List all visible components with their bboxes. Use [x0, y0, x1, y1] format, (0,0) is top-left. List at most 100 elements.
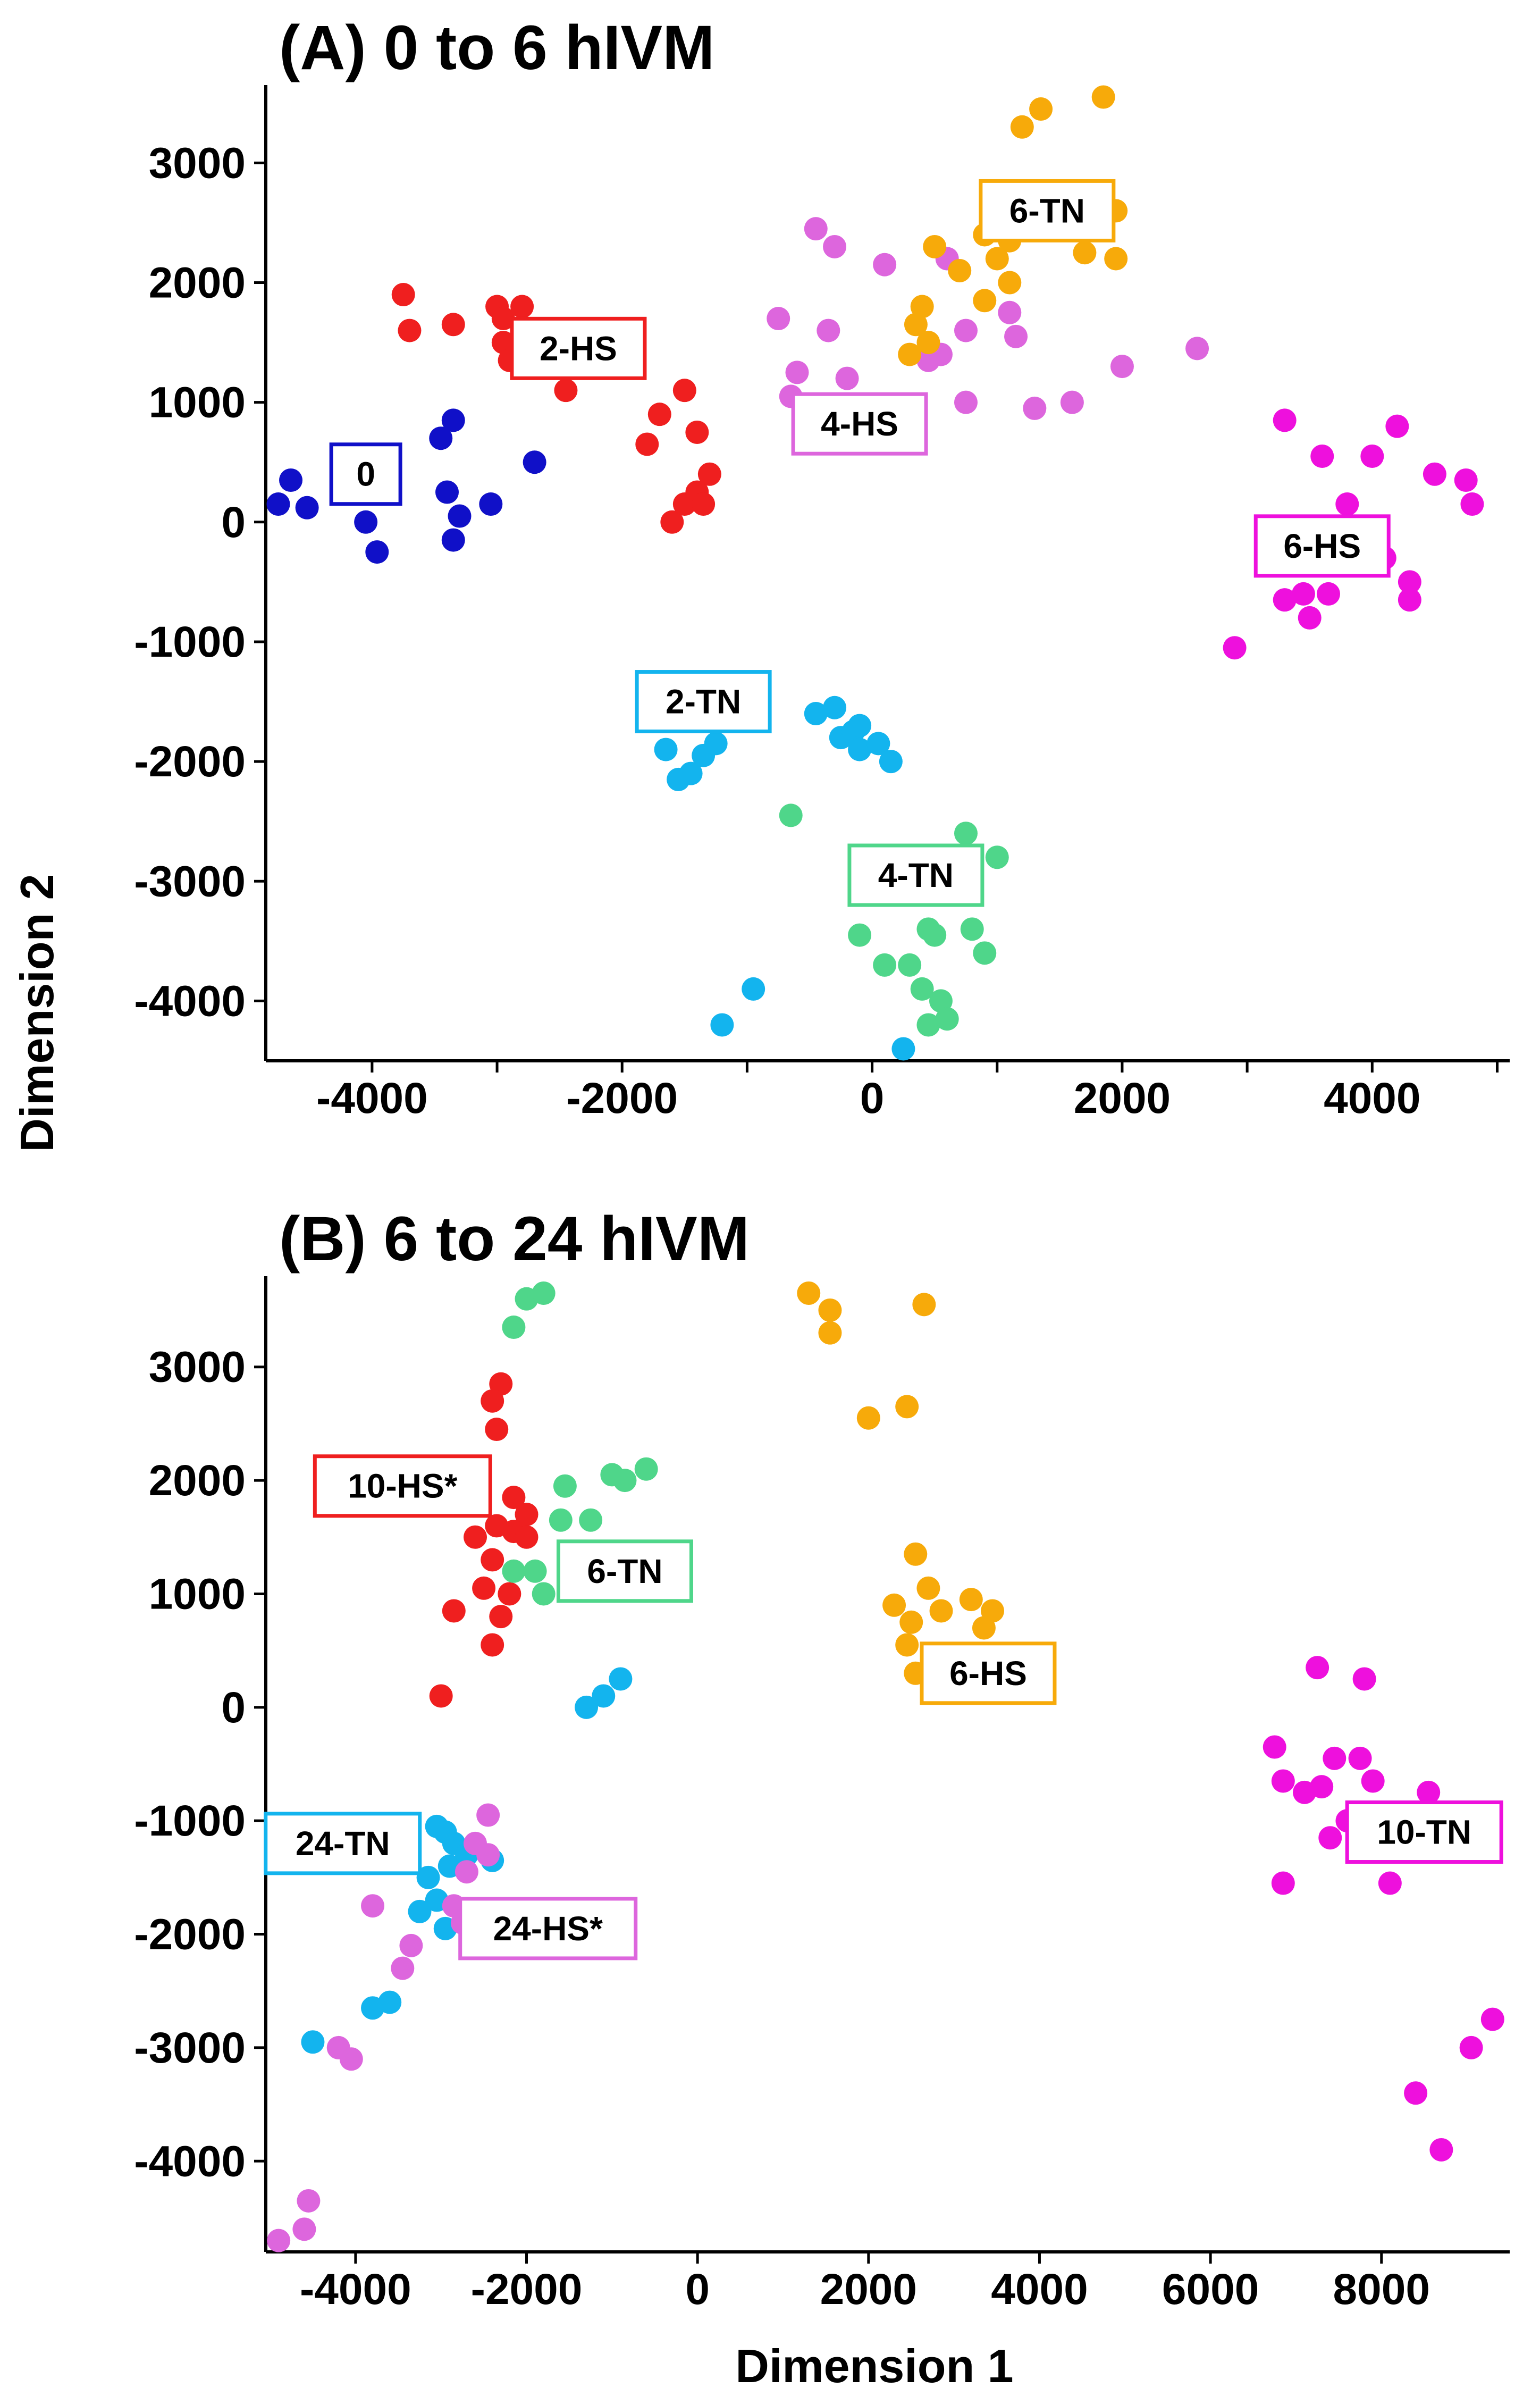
panel-a-point-4-tn — [910, 977, 934, 1001]
panel-a-point-4-tn — [898, 953, 922, 977]
panel-b-point-10-tn — [1361, 1769, 1385, 1793]
panel-b-point-6-tn — [502, 1316, 526, 1339]
panel-b-point-24-hs — [339, 2047, 363, 2071]
panel-b-point-24-hs — [361, 1894, 385, 1918]
panel-b-point-24-tn — [301, 2030, 325, 2054]
panel-b-point-6-hs — [797, 1281, 821, 1305]
panel-b-y-tick-label: -1000 — [134, 1797, 246, 1845]
panel-a-label-2-tn: 2-TN — [666, 683, 741, 721]
panel-b-point-10-tn — [1459, 2035, 1483, 2059]
panel-a-point-0 — [365, 540, 389, 564]
panel-b-label-24-tn: 24-TN — [296, 1824, 390, 1863]
panel-b-point-10-tn — [1323, 1746, 1347, 1770]
panel-a-y-tick-label: -4000 — [134, 977, 246, 1025]
panel-a-point-2-tn — [679, 761, 703, 785]
panel-b-point-24-hs — [476, 1803, 500, 1827]
panel-a-point-0 — [354, 510, 378, 534]
panel-a-point-4-tn — [873, 953, 897, 977]
panel-b-y-tick-label: 1000 — [149, 1570, 246, 1618]
panel-b-point-6-hs — [929, 1599, 953, 1623]
panel-a-point-2-hs — [491, 307, 515, 331]
panel-b-point-6-tn — [502, 1559, 526, 1583]
panel-a-point-6-tn — [1104, 247, 1128, 271]
panel-b-point-24-hs — [476, 1843, 500, 1867]
panel-a-point-6-tn — [898, 342, 922, 366]
panel-b-point-10-hs — [498, 1582, 521, 1606]
panel-a-label-6-hs: 6-HS — [1283, 527, 1361, 565]
panel-b-point-10-tn — [1310, 1775, 1334, 1799]
panel-b-point-10-tn — [1306, 1656, 1329, 1680]
panel-a-label-6-tn: 6-TN — [1009, 191, 1085, 230]
panel-a-y-tick-label: -2000 — [134, 738, 246, 786]
panel-b-point-24-tn — [408, 1899, 432, 1923]
panel-a-x-tick-label: 0 — [860, 1074, 885, 1122]
panel-a-point-2-tn — [654, 738, 678, 761]
panel-a-point-4-tn — [848, 923, 872, 947]
panel-b-point-10-tn — [1318, 1826, 1342, 1850]
panel-b-point-24-tn — [416, 1865, 440, 1889]
panel-a-label-box-0 — [329, 442, 402, 506]
panel-a-point-2-hs — [660, 510, 684, 534]
panel-b-point-6-tn — [634, 1457, 658, 1481]
panel-a-point-6-hs — [1385, 414, 1409, 438]
panel-a-label-box-2-hs — [510, 316, 647, 380]
panel-b-point-24-hs — [297, 2189, 321, 2213]
panel-a-point-4-tn — [954, 822, 978, 845]
panel-b-point-10-hs — [464, 1525, 487, 1549]
panel-b-point-10-tn — [1480, 2007, 1504, 2031]
panel-a-point-4-hs — [785, 361, 809, 384]
panel-a-point-4-hs — [954, 319, 978, 342]
panel-a-point-0 — [279, 468, 303, 492]
panel-b-point-10-tn — [1271, 1769, 1295, 1793]
panel-b-label-24-hs: 24-HS* — [493, 1909, 603, 1948]
panel-b-label-box-10-hs — [313, 1454, 492, 1518]
panel-b-point-10-hs — [515, 1503, 538, 1527]
panel-b-point-6-hs — [895, 1633, 919, 1657]
panel-a-point-0 — [435, 480, 459, 504]
panel-b-point-6-tn — [553, 1474, 577, 1498]
panel-b-point-10-hs — [481, 1389, 504, 1413]
panel-a-point-0 — [266, 492, 290, 516]
panel-a-point-6-hs — [1360, 444, 1384, 468]
panel-a-point-2-hs — [554, 379, 578, 403]
panel-a-point-4-tn — [929, 989, 953, 1013]
panel-a-label-box-6-hs — [1253, 514, 1391, 578]
panel-a-point-4-hs — [1004, 324, 1028, 348]
panel-b-point-10-hs — [515, 1525, 538, 1549]
panel-b-label-box-24-hs — [458, 1897, 638, 1961]
panel-b-label-box-10-tn — [1345, 1800, 1503, 1864]
panel-a-point-6-hs — [1398, 588, 1421, 612]
panel-a-point-0 — [429, 426, 453, 450]
panel-a-point-4-hs — [817, 319, 840, 342]
panel-a-x-tick-label: 2000 — [1074, 1074, 1171, 1122]
panel-b-x-tick-label: 4000 — [991, 2265, 1088, 2314]
panel-a-point-4-tn — [973, 941, 997, 965]
panel-a-point-0 — [441, 408, 465, 432]
panel-b-point-6-hs — [916, 1576, 940, 1600]
panel-b-point-6-tn — [523, 1559, 547, 1583]
panel-b-y-tick-label: -2000 — [134, 1911, 246, 1959]
panel-b-point-10-hs — [489, 1605, 513, 1629]
panel-a-label-4-tn: 4-TN — [878, 856, 954, 894]
panel-b-label-6-hs: 6-HS — [949, 1654, 1027, 1693]
panel-a-point-0 — [295, 496, 319, 520]
panel-b-point-10-hs — [472, 1576, 496, 1600]
panel-a-point-6-hs — [1273, 408, 1297, 432]
panel-a-point-4-hs — [1023, 396, 1047, 420]
panel-a-y-tick-label: -1000 — [134, 618, 246, 666]
panel-a-label-0: 0 — [356, 455, 375, 493]
panel-b-point-6-tn — [579, 1508, 603, 1532]
panel-a-point-2-hs — [692, 492, 716, 516]
panel-a-label-4-hs: 4-HS — [821, 405, 898, 443]
panel-b-label-box-6-hs — [920, 1641, 1057, 1705]
panel-a-point-6-hs — [1310, 444, 1334, 468]
panel-b-point-24-hs — [391, 1956, 415, 1980]
panel-a-point-2-tn — [866, 732, 890, 756]
panel-a-point-6-tn — [985, 247, 1009, 271]
panel-b-point-10-hs — [481, 1548, 504, 1572]
panel-a-point-6-tn — [916, 331, 940, 355]
panel-b-point-10-hs — [502, 1486, 526, 1510]
panel-a-point-2-hs — [635, 432, 659, 456]
panel-b-point-10-hs — [481, 1633, 504, 1657]
